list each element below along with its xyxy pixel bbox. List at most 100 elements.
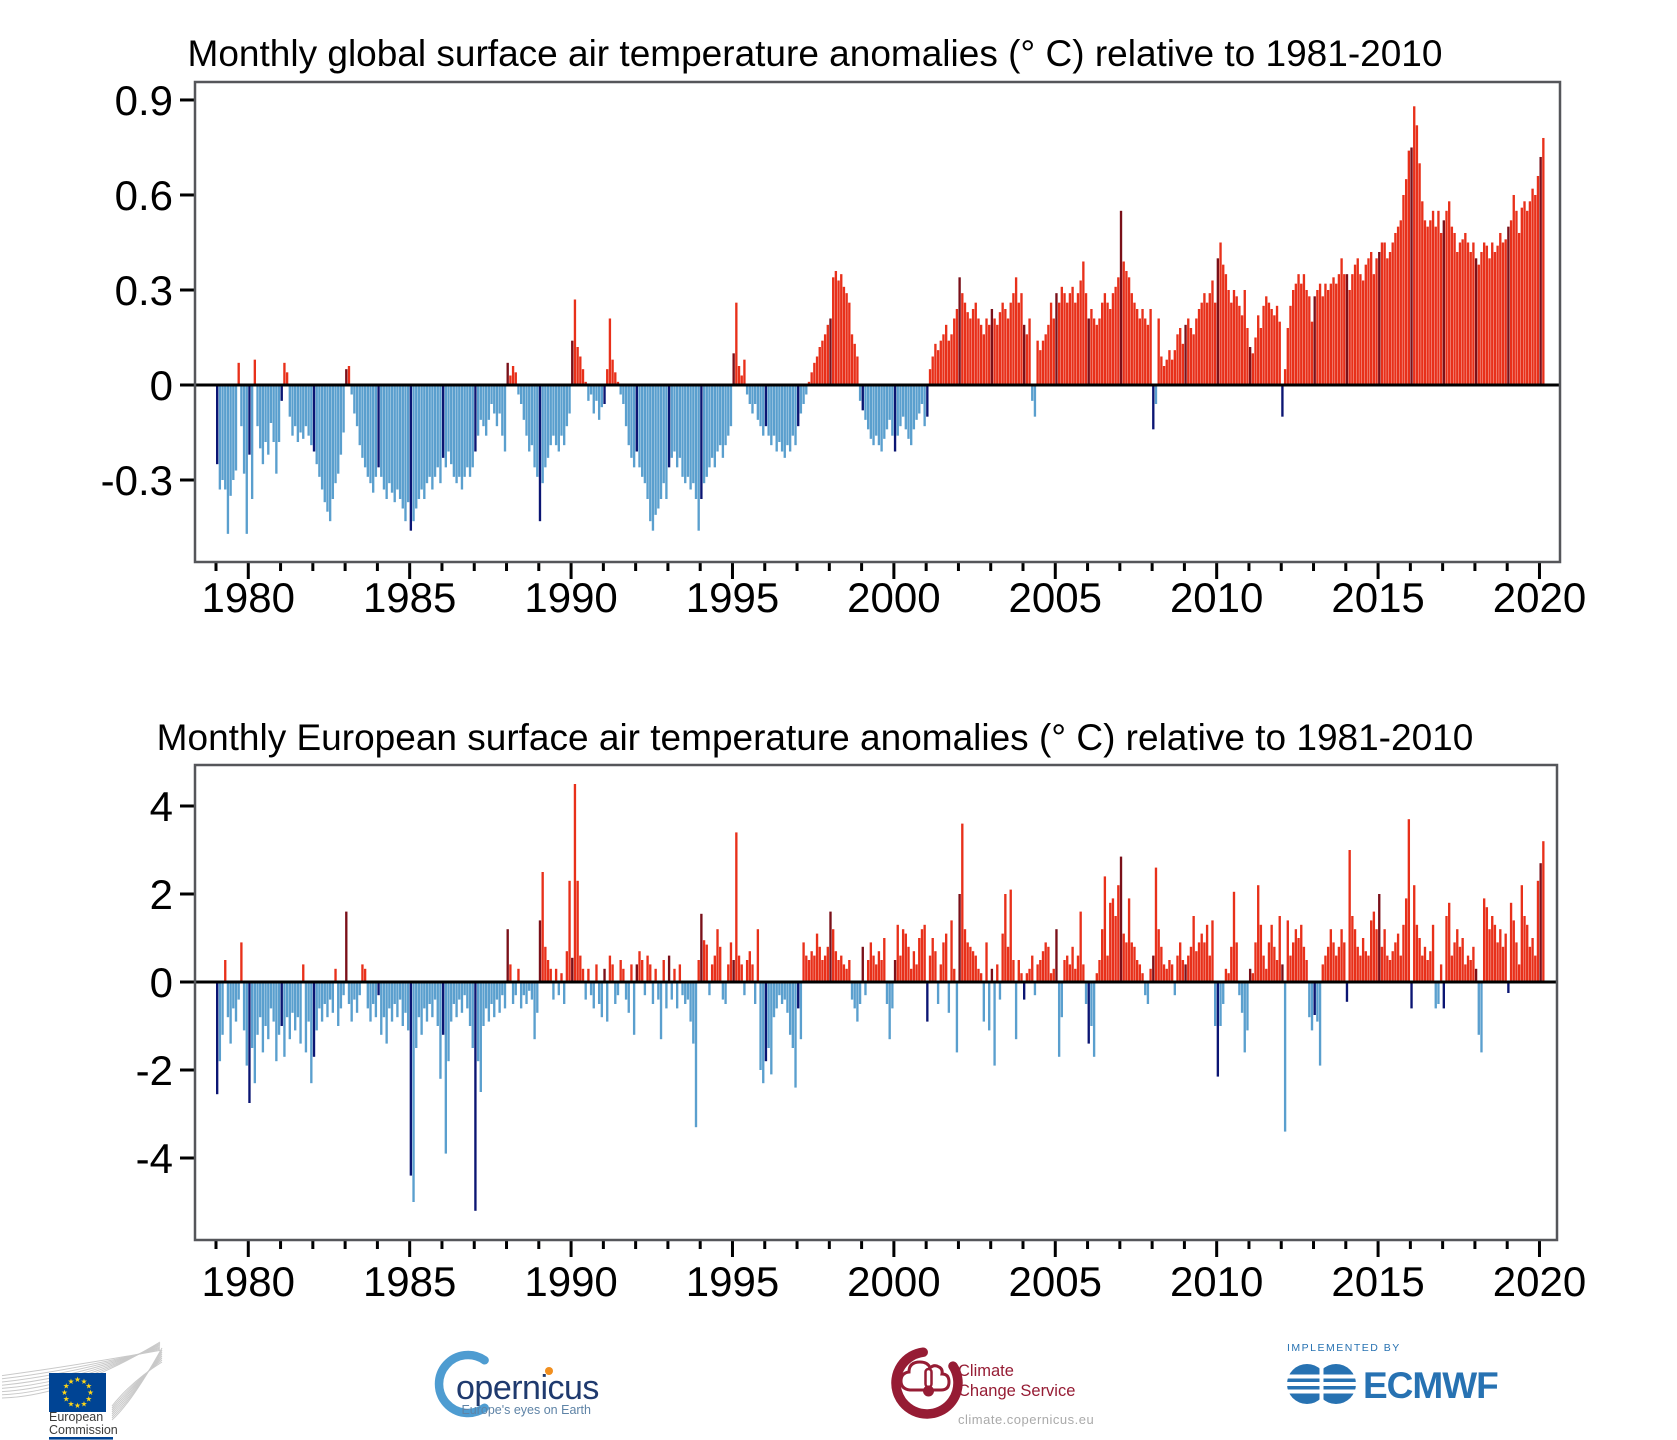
bar — [713, 955, 716, 982]
bar — [936, 982, 940, 1004]
bar — [1049, 973, 1053, 982]
bar — [745, 385, 749, 395]
bar — [474, 385, 477, 452]
bar — [616, 982, 620, 996]
bar — [1493, 251, 1497, 385]
bar — [899, 955, 902, 982]
bar — [856, 982, 859, 1022]
bar — [1313, 982, 1316, 1015]
bar — [603, 968, 606, 982]
bar — [961, 293, 964, 385]
bar — [253, 982, 257, 1084]
bar — [805, 955, 808, 982]
bar — [770, 385, 773, 446]
bar — [1117, 277, 1120, 385]
bar — [1082, 964, 1085, 982]
bar — [1047, 946, 1050, 982]
bar — [1251, 353, 1254, 385]
bar — [1095, 324, 1098, 385]
bar — [237, 982, 240, 1000]
bar — [1394, 232, 1397, 385]
x-tick-label: 2015 — [1331, 1258, 1424, 1305]
bar — [1292, 942, 1295, 982]
bar — [692, 385, 695, 484]
bar — [452, 385, 456, 477]
bar — [1187, 955, 1190, 982]
bar — [1507, 982, 1510, 993]
bar — [764, 385, 768, 427]
bar — [304, 982, 308, 1053]
bar — [552, 385, 555, 436]
bar — [1165, 968, 1168, 982]
bar — [428, 982, 431, 1004]
bar — [1203, 942, 1206, 982]
bar — [1526, 924, 1529, 982]
bar — [1485, 907, 1489, 982]
bar — [619, 960, 622, 982]
bar — [1224, 968, 1228, 982]
bar — [1337, 274, 1341, 385]
bar — [1445, 916, 1448, 982]
x-tick-label: 1985 — [363, 574, 456, 621]
bar — [632, 982, 636, 1035]
bar — [328, 982, 332, 1000]
bar — [1536, 175, 1540, 385]
bar — [915, 385, 918, 420]
bar — [869, 385, 873, 439]
bar — [404, 982, 407, 1013]
bar — [1375, 258, 1378, 385]
copernicus-c-arc-icon — [434, 1350, 489, 1418]
bar — [1348, 289, 1351, 385]
bar — [1461, 938, 1464, 982]
bar — [366, 982, 369, 1009]
bar — [514, 372, 517, 385]
bar — [772, 385, 776, 436]
bar — [1084, 982, 1088, 1004]
bar — [1318, 283, 1322, 385]
bar — [1380, 946, 1384, 982]
bar — [1402, 194, 1405, 385]
bar — [374, 385, 378, 477]
bar — [1125, 270, 1128, 385]
bar — [657, 982, 660, 1000]
bar — [573, 299, 577, 385]
bar — [1052, 968, 1055, 982]
bar — [1232, 891, 1236, 982]
bar — [1219, 242, 1222, 385]
bar — [1517, 232, 1521, 385]
bar — [632, 385, 636, 468]
bar — [627, 385, 630, 446]
bar — [619, 385, 622, 395]
bar — [1036, 340, 1039, 385]
bar — [608, 318, 612, 385]
bar — [242, 982, 246, 1031]
bar — [611, 359, 614, 385]
climate-change-service-logo: Climate Change Service climate.copernicu… — [891, 1347, 1094, 1427]
ecmwf-mark-icon — [1284, 1364, 1359, 1404]
bar — [732, 353, 735, 385]
copernicus-wordmark: opernicus — [456, 1369, 599, 1407]
bar — [834, 270, 838, 385]
bar — [678, 385, 682, 458]
bar — [1429, 951, 1432, 982]
bar — [1458, 242, 1462, 385]
bar — [1531, 188, 1534, 385]
european-chart-axes: 4 2 0 -2 -4 1980 1985 1990 1995 2000 2005 2010 2015 2… — [136, 783, 1587, 1305]
bar — [1456, 251, 1459, 385]
bar — [624, 385, 628, 427]
bar — [1009, 302, 1012, 385]
bar — [490, 982, 493, 1004]
bar — [893, 385, 897, 452]
bar — [754, 982, 757, 1004]
bar — [1367, 955, 1370, 982]
bar — [240, 385, 243, 427]
bar — [686, 982, 690, 1000]
bar — [845, 968, 848, 982]
bar — [1074, 302, 1077, 385]
bar — [431, 385, 434, 490]
svg-text:★: ★ — [81, 1377, 88, 1386]
bar — [772, 982, 776, 1018]
bar — [719, 946, 722, 982]
global-chart-title: Monthly global surface air temperature a… — [188, 33, 1443, 74]
bar — [1066, 955, 1069, 982]
